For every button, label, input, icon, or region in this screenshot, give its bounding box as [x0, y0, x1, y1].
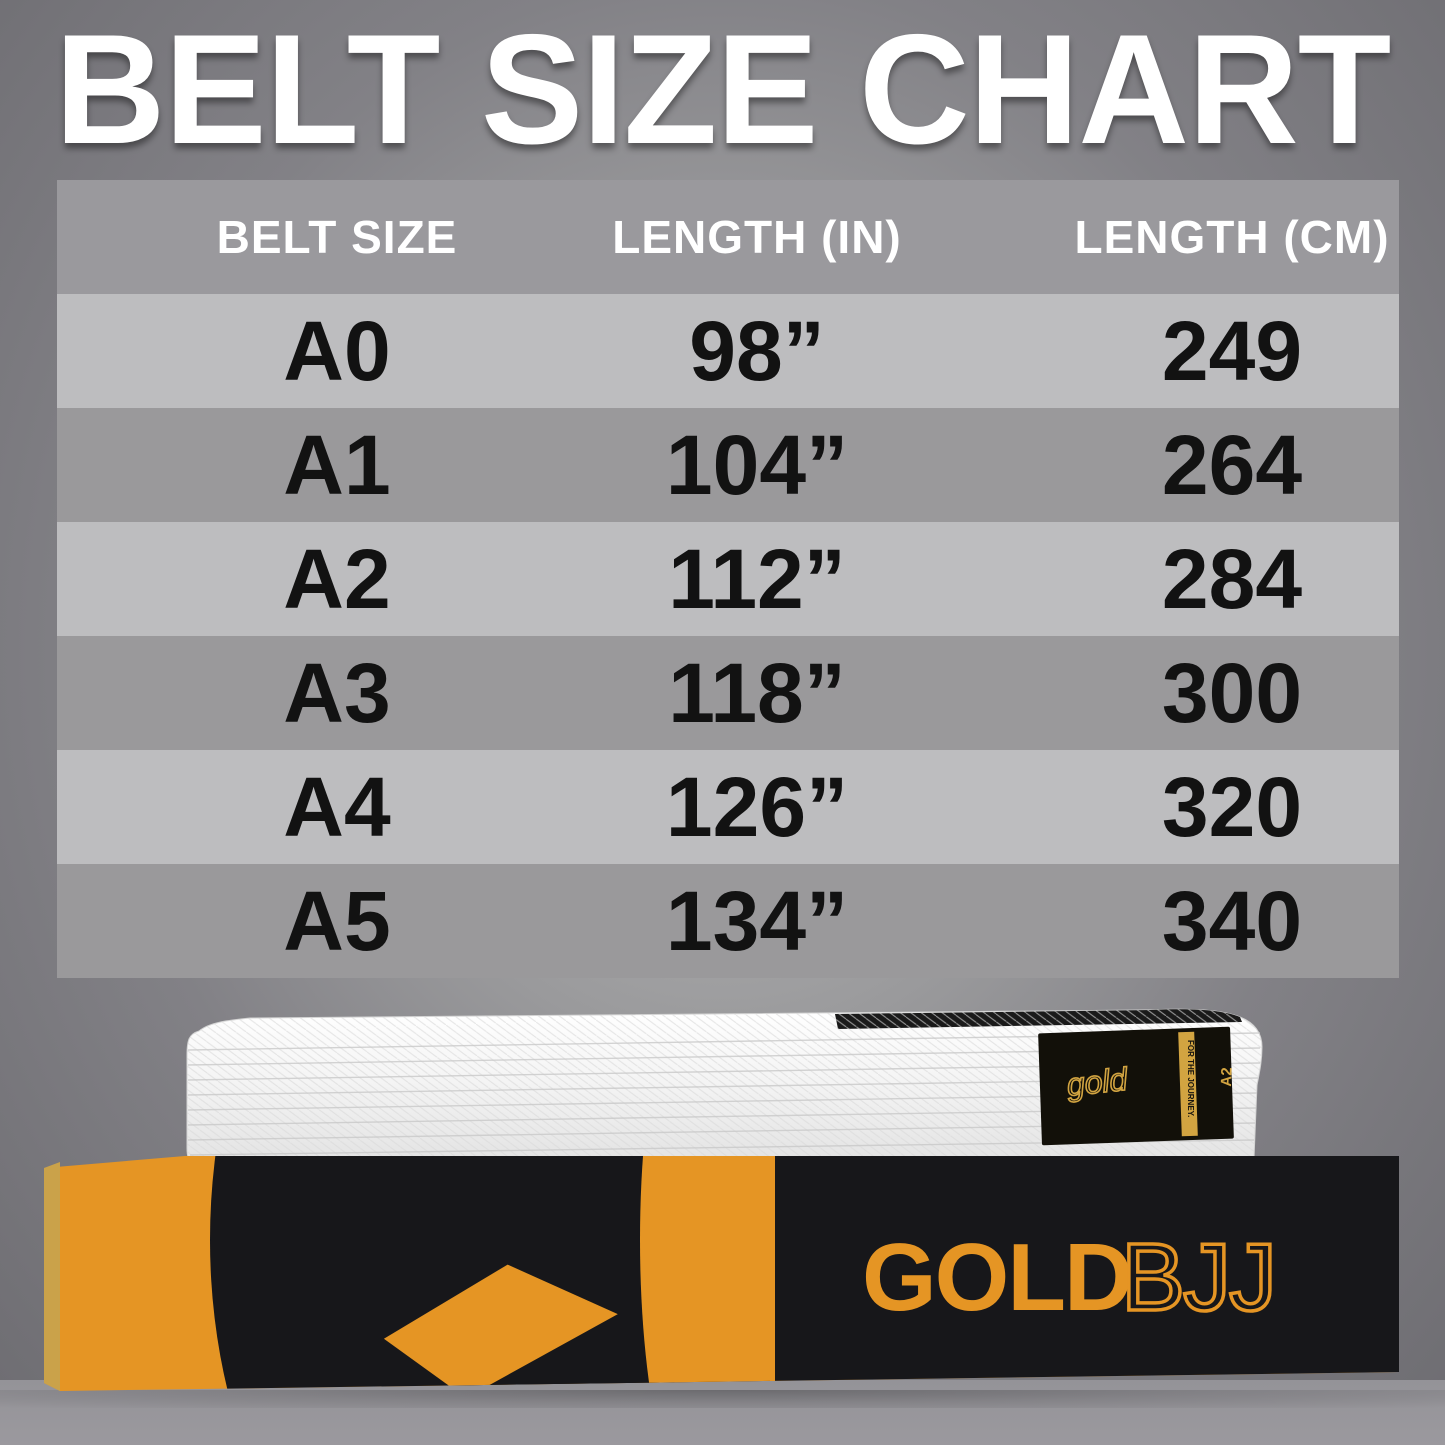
svg-text:A2: A2: [1218, 1067, 1236, 1087]
svg-text:BJJ: BJJ: [1121, 1224, 1275, 1331]
svg-text:GOLD: GOLD: [862, 1224, 1131, 1331]
svg-text:FOR THE JOURNEY.: FOR THE JOURNEY.: [1186, 1040, 1195, 1117]
svg-text:gold: gold: [1065, 1061, 1130, 1103]
